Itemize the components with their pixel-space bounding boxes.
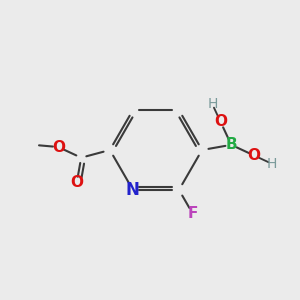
Text: O: O (70, 175, 83, 190)
Text: O: O (214, 114, 227, 129)
Text: B: B (226, 137, 237, 152)
Text: H: H (207, 98, 218, 111)
Text: N: N (126, 181, 140, 199)
Text: H: H (266, 157, 277, 171)
Text: O: O (52, 140, 65, 154)
Text: O: O (248, 148, 261, 163)
Text: F: F (187, 206, 197, 220)
